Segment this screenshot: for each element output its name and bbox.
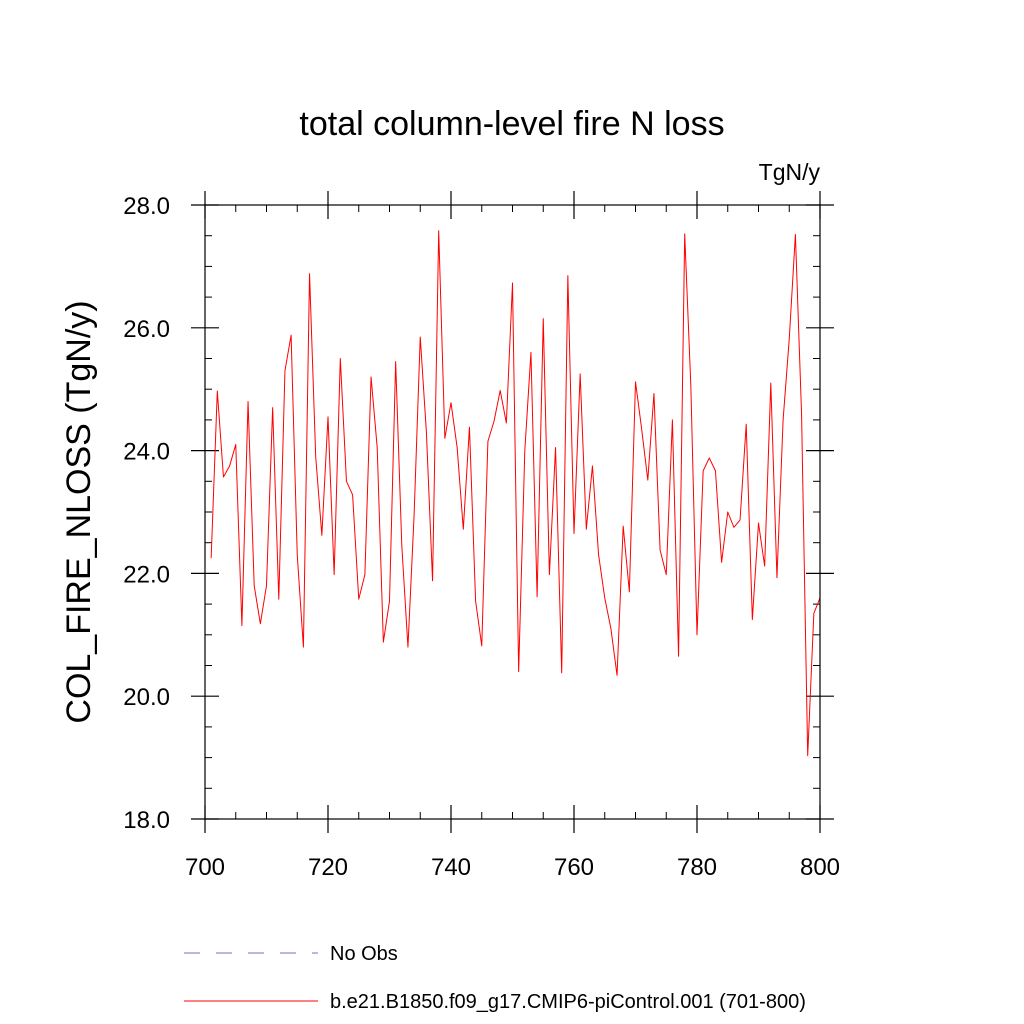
chart-title: total column-level fire N loss <box>299 105 724 143</box>
series-line <box>210 230 821 757</box>
legend-label-model: b.e21.B1850.f09_g17.CMIP6-piControl.001 … <box>330 991 806 1013</box>
y-tick-label: 24.0 <box>123 439 170 466</box>
y-tick-label: 28.0 <box>123 193 170 220</box>
tick-labels: 700 720 740 760 780 800 18.0 20.0 22.0 24.0 26.0 28… <box>123 193 840 881</box>
y-tick-label: 20.0 <box>123 684 170 711</box>
series-layer <box>210 230 821 757</box>
y-tick-label: 18.0 <box>123 807 170 834</box>
x-tick-label: 740 <box>431 854 471 881</box>
legend-label-no-obs: No Obs <box>330 943 398 965</box>
y-tick-label: 22.0 <box>123 561 170 588</box>
y-axis-label: COL_FIRE_NLOSS (TgN/y) <box>60 300 98 723</box>
x-tick-label: 760 <box>554 854 594 881</box>
x-tick-label: 780 <box>677 854 717 881</box>
x-tick-label: 720 <box>308 854 348 881</box>
plot-frame <box>204 204 821 820</box>
units-label: TgN/y <box>759 159 821 185</box>
x-tick-label: 700 <box>185 854 225 881</box>
x-tick-label: 800 <box>800 854 840 881</box>
y-tick-label: 26.0 <box>123 316 170 343</box>
legend: No Obs b.e21.B1850.f09_g17.CMIP6-piContr… <box>184 943 806 1013</box>
